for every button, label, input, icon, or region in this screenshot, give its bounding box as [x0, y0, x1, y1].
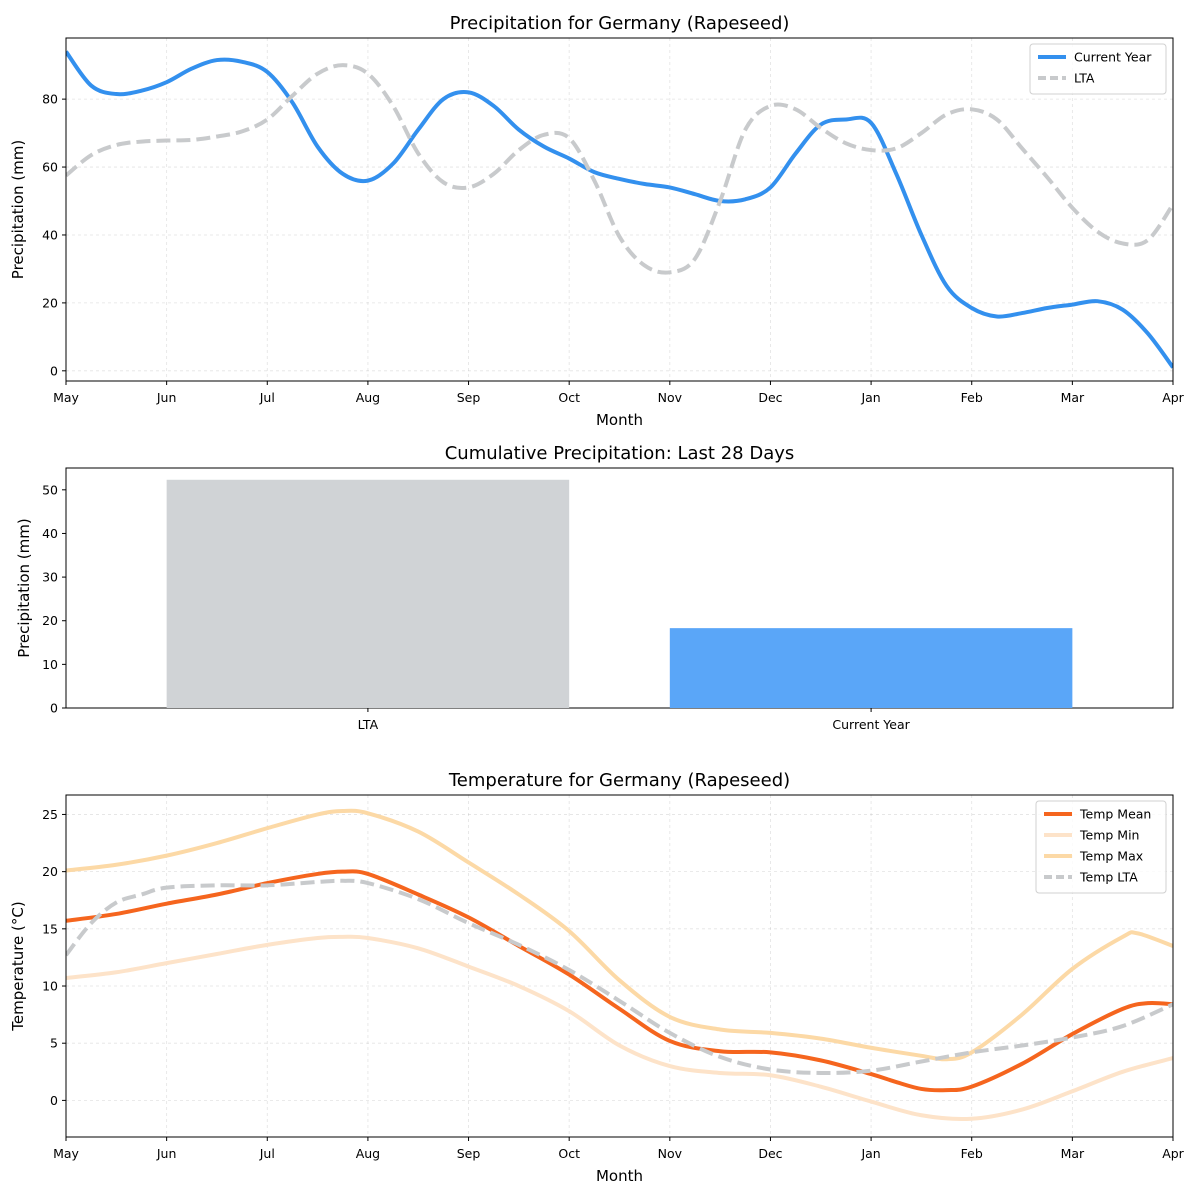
series-line-temp-lta — [66, 878, 1173, 1075]
x-tick-label: Nov — [658, 390, 683, 405]
x-tick-label: Jun — [156, 390, 177, 405]
x-tick-label: Dec — [758, 1146, 782, 1161]
x-tick-label: May — [53, 1146, 79, 1161]
legend: Temp Mean Temp Min Temp Max Temp LTA — [1035, 800, 1167, 894]
chart-title: Temperature for Germany (Rapeseed) — [448, 770, 790, 791]
y-tick-label: 0 — [50, 701, 58, 716]
chart-title: Cumulative Precipitation: Last 28 Days — [445, 443, 795, 464]
x-axis-label: Month — [596, 411, 643, 429]
chart-panel-1: Precipitation for Germany (Rapeseed) May J… — [9, 13, 1185, 429]
series-line-lta — [66, 63, 1173, 275]
legend: Current Year LTA — [1029, 43, 1167, 95]
x-tick-label: LTA — [358, 717, 379, 732]
y-tick-label: 20 — [42, 613, 58, 628]
x-tick-label: Mar — [1061, 1146, 1085, 1161]
x-tick-label: Nov — [658, 1146, 683, 1161]
x-axis-label: Month — [596, 1167, 643, 1185]
y-tick-label: 15 — [42, 921, 58, 936]
y-tick-label: 20 — [42, 295, 58, 310]
series-line-temp-min — [66, 934, 1173, 1121]
y-tick-label: 40 — [42, 526, 58, 541]
y-tick-label: 80 — [42, 92, 58, 107]
y-tick-label: 5 — [50, 1036, 58, 1051]
y-axis-label: Precipitation (mm) — [15, 518, 33, 657]
bar-lta — [166, 479, 570, 708]
x-tick-label: Apr — [1162, 1146, 1184, 1161]
x-tick-label: Mar — [1061, 390, 1085, 405]
y-tick-label: 25 — [42, 807, 58, 822]
x-tick-label: Jul — [259, 390, 275, 405]
y-tick-label: 0 — [50, 1093, 58, 1108]
x-tick-label: Apr — [1162, 390, 1184, 405]
x-tick-label: Oct — [558, 390, 580, 405]
y-tick-label: 10 — [42, 657, 58, 672]
y-axis-label: Precipitation (mm) — [9, 140, 27, 279]
series-line-temp-mean — [66, 869, 1173, 1093]
series-line-temp-max — [66, 808, 1173, 1062]
y-tick-label: 0 — [50, 363, 58, 378]
y-tick-label: 50 — [42, 482, 58, 497]
legend-label: Temp Mean — [1079, 807, 1151, 822]
x-tick-label: Jun — [156, 1146, 177, 1161]
x-tick-label: Aug — [356, 1146, 380, 1161]
legend-box — [1035, 800, 1167, 894]
x-tick-label: Sep — [457, 1146, 481, 1161]
x-tick-label: Feb — [961, 390, 983, 405]
y-axis-label: Temperature (°C) — [9, 901, 27, 1031]
x-tick-label: Oct — [558, 1146, 580, 1161]
x-tick-label: Jan — [860, 1146, 880, 1161]
y-tick-label: 20 — [42, 864, 58, 879]
x-tick-label: Dec — [758, 390, 782, 405]
x-tick-label: Current Year — [832, 717, 910, 732]
chart-title: Precipitation for Germany (Rapeseed) — [450, 13, 790, 34]
legend-label: Temp Max — [1079, 849, 1143, 864]
legend-label: LTA — [1074, 71, 1095, 86]
legend-label: Temp LTA — [1079, 870, 1138, 885]
plot-frame — [65, 467, 1174, 709]
series-line-current-year — [66, 50, 1173, 369]
legend-label: Temp Min — [1079, 828, 1139, 843]
x-tick-label: Jul — [259, 1146, 275, 1161]
x-tick-label: Jan — [860, 390, 880, 405]
x-tick-label: May — [53, 390, 79, 405]
bar-current-year — [669, 628, 1073, 708]
chart-panel-2: Cumulative Precipitation: Last 28 Days LT… — [15, 443, 1174, 732]
plot-frame — [65, 37, 1174, 382]
x-tick-label: Sep — [457, 390, 481, 405]
plot-frame — [65, 794, 1174, 1138]
x-tick-label: Aug — [356, 390, 380, 405]
chart-panel-3: Temperature for Germany (Rapeseed) May Jun… — [9, 770, 1185, 1185]
y-tick-label: 30 — [42, 570, 58, 585]
y-tick-label: 40 — [42, 227, 58, 242]
x-tick-label: Feb — [961, 1146, 983, 1161]
y-tick-label: 60 — [42, 160, 58, 175]
y-tick-label: 10 — [42, 979, 58, 994]
legend-label: Current Year — [1074, 50, 1152, 65]
